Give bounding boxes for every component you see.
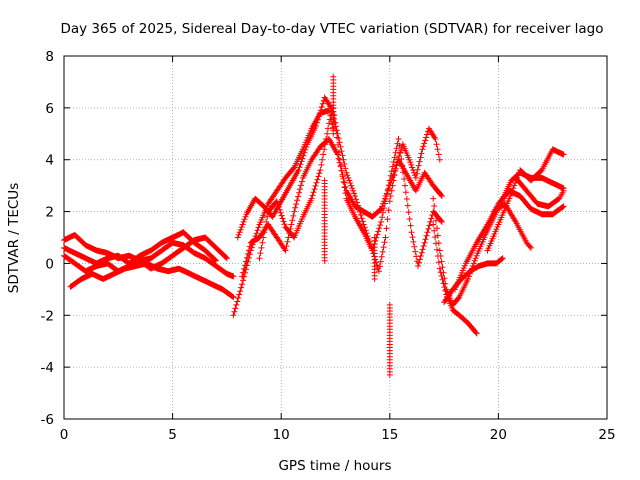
series-track-10 <box>430 221 480 337</box>
y-tick-label: 2 <box>45 205 54 221</box>
y-tick-label: 4 <box>45 153 54 169</box>
x-tick-label: 15 <box>381 427 398 443</box>
marker-trace <box>67 260 237 301</box>
marker-trace <box>386 301 393 378</box>
axis-ticks: 0 5 10 15 20 25 -6 -4 -2 0 2 4 6 8 <box>41 49 616 443</box>
marker-trace <box>430 221 480 337</box>
y-tick-label: 6 <box>45 101 54 117</box>
marker-trace <box>491 200 534 251</box>
marker-trace <box>61 229 219 267</box>
series-spike-1 <box>330 73 337 137</box>
series-track-8 <box>256 104 445 269</box>
x-tick-label: 25 <box>598 427 615 443</box>
series-track-3 <box>67 260 237 301</box>
data-points <box>61 73 567 378</box>
x-axis-label: GPS time / hours <box>278 458 391 474</box>
x-tick-label: 10 <box>273 427 290 443</box>
x-tick-label: 5 <box>168 427 177 443</box>
y-tick-label: -2 <box>41 308 54 324</box>
y-axis-label: SDTVAR / TECUs <box>6 183 22 293</box>
grid <box>64 56 607 419</box>
series-track-12 <box>452 187 567 293</box>
marker-trace <box>321 177 328 264</box>
marker-trace <box>256 104 445 269</box>
marker-trace <box>512 174 567 210</box>
y-tick-label: 0 <box>45 256 54 272</box>
series-spike-2 <box>321 177 328 264</box>
y-tick-label: -4 <box>41 360 54 376</box>
series-track-13 <box>484 146 567 254</box>
marker-trace <box>330 73 337 137</box>
marker-trace <box>484 146 567 254</box>
series-track-4 <box>61 229 219 267</box>
series-spike-3 <box>386 301 393 378</box>
series-track-14 <box>491 200 534 251</box>
x-tick-label: 0 <box>60 427 69 443</box>
marker-trace <box>452 187 567 293</box>
series-spike-4 <box>371 234 378 282</box>
x-tick-label: 20 <box>490 427 507 443</box>
series-track-15 <box>512 174 567 210</box>
marker-trace <box>371 234 378 282</box>
y-tick-label: -6 <box>41 412 54 428</box>
chart-title: Day 365 of 2025, Sidereal Day-to-day VTE… <box>60 21 603 37</box>
y-tick-label: 8 <box>45 49 54 65</box>
